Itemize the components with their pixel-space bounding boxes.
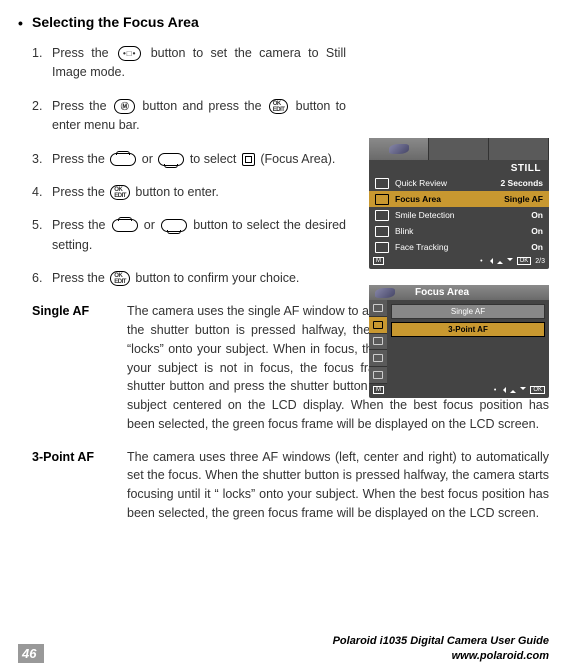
step-text: Press the OKEDIT button to enter.: [52, 183, 352, 202]
step: 6.Press the OKEDIT button to confirm you…: [32, 269, 352, 288]
dot-icon: •: [494, 387, 496, 394]
m-icon: M: [373, 257, 384, 265]
step-text: Press the or button to select the desire…: [52, 216, 352, 255]
up-button-icon: [112, 219, 138, 232]
row-label: Face Tracking: [395, 242, 531, 252]
down-arrow-icon: [507, 258, 513, 264]
lcd2-sidebar: [369, 300, 387, 384]
lcd-focus-area: Focus Area Single AF 3-Point AF M • OK: [369, 285, 549, 398]
step-text: Press the OKEDIT button to confirm your …: [52, 269, 352, 288]
option: Single AF: [391, 304, 545, 319]
page-number: 46: [18, 644, 44, 663]
footer-line2: www.polaroid.com: [333, 649, 549, 663]
footer-line1: Polaroid i1035 Digital Camera User Guide: [333, 634, 549, 648]
row-label: Smile Detection: [395, 210, 531, 220]
row-value: 2 Seconds: [500, 178, 543, 188]
page-footer: 46 Polaroid i1035 Digital Camera User Gu…: [0, 634, 567, 663]
step-number: 2.: [32, 97, 52, 136]
ok-button-icon: OKEDIT: [110, 271, 130, 286]
row-value: On: [531, 226, 543, 236]
row-value: Single AF: [504, 194, 543, 204]
lcd2-title: Focus Area: [415, 287, 469, 298]
row-icon: [375, 194, 389, 205]
down-button-icon: [158, 153, 184, 166]
ok-icon: OK: [517, 257, 532, 265]
steps-list: 1.Press the •□• button to set the camera…: [32, 44, 352, 288]
up-arrow-icon: [497, 258, 503, 264]
menu-row: BlinkOn: [369, 223, 549, 239]
row-value: On: [531, 210, 543, 220]
down-button-icon: [161, 219, 187, 232]
section-heading: Selecting the Focus Area: [32, 14, 549, 30]
lcd-previews: STILL Quick Review2 SecondsFocus AreaSin…: [369, 138, 549, 414]
ok-icon: OK: [530, 386, 545, 394]
step: 4.Press the OKEDIT button to enter.: [32, 183, 352, 202]
menu-row: Quick Review2 Seconds: [369, 175, 549, 191]
row-label: Quick Review: [395, 178, 500, 188]
footer-text: Polaroid i1035 Digital Camera User Guide…: [333, 634, 549, 663]
tab-2: [429, 138, 489, 160]
definition-term: Single AF: [32, 302, 127, 433]
tab-3: [489, 138, 549, 160]
step-text: Press the Ⓜ button and press the OKEDIT …: [52, 97, 352, 136]
step-number: 5.: [32, 216, 52, 255]
menu-row: Face TrackingOn: [369, 239, 549, 255]
definition-row: 3-Point AFThe camera uses three AF windo…: [32, 448, 549, 523]
m-icon: M: [373, 386, 384, 394]
row-icon: [375, 178, 389, 189]
lcd1-page: 2/3: [535, 258, 545, 265]
row-icon: [375, 210, 389, 221]
row-icon: [375, 242, 389, 253]
up-button-icon: [110, 153, 136, 166]
left-arrow-icon: [500, 387, 506, 393]
camera-icon: [375, 288, 395, 298]
ok-button-icon: OKEDIT: [110, 185, 130, 200]
step: 2.Press the Ⓜ button and press the OKEDI…: [32, 97, 352, 136]
ok-button-icon: OKEDIT: [269, 99, 289, 114]
step-text: Press the or to select (Focus Area).: [52, 150, 352, 169]
lcd2-footer: M • OK: [369, 384, 549, 396]
row-label: Blink: [395, 226, 531, 236]
lcd2-header: Focus Area: [369, 285, 549, 300]
lcd1-title: STILL: [369, 160, 549, 175]
definition-body: The camera uses three AF windows (left, …: [127, 448, 549, 523]
step-number: 6.: [32, 269, 52, 288]
row-value: On: [531, 242, 543, 252]
step: 3.Press the or to select (Focus Area).: [32, 150, 352, 169]
definition-term: 3-Point AF: [32, 448, 127, 523]
step: 5.Press the or button to select the desi…: [32, 216, 352, 255]
step-text: Press the •□• button to set the camera t…: [52, 44, 352, 83]
tab-camera-icon: [369, 138, 429, 160]
lcd-still-menu: STILL Quick Review2 SecondsFocus AreaSin…: [369, 138, 549, 269]
option: 3-Point AF: [391, 322, 545, 337]
step-number: 3.: [32, 150, 52, 169]
lcd1-footer: M • OK 2/3: [369, 255, 549, 267]
focus-area-icon: [242, 153, 255, 166]
row-icon: [375, 226, 389, 237]
down-arrow-icon: [520, 387, 526, 393]
dot-icon: •: [480, 258, 482, 265]
up-arrow-icon: [510, 387, 516, 393]
left-arrow-icon: [487, 258, 493, 264]
bullet: •: [18, 15, 23, 31]
row-label: Focus Area: [395, 194, 504, 204]
step-number: 4.: [32, 183, 52, 202]
mode-button-icon: •□•: [118, 46, 141, 61]
menu-row: Focus AreaSingle AF: [369, 191, 549, 207]
menu-row: Smile DetectionOn: [369, 207, 549, 223]
step: 1.Press the •□• button to set the camera…: [32, 44, 352, 83]
m-button-icon: Ⓜ: [114, 99, 136, 114]
step-number: 1.: [32, 44, 52, 83]
